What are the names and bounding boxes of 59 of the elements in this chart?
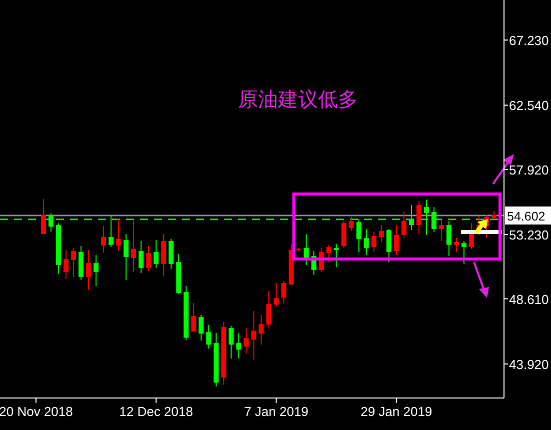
candlestick [348, 216, 354, 232]
candlestick [326, 244, 332, 262]
candlestick [138, 240, 144, 274]
candlestick [124, 234, 129, 281]
candlestick [401, 210, 406, 238]
candlestick [431, 206, 436, 232]
candlestick [378, 224, 384, 242]
candlestick [258, 314, 264, 346]
candlestick [71, 248, 76, 278]
candlestick [266, 290, 272, 328]
candlestick [274, 282, 279, 308]
candlestick [251, 310, 256, 360]
candlestick [244, 327, 249, 354]
candlestick [386, 228, 392, 262]
candlestick [371, 231, 376, 252]
candlestick [86, 250, 92, 290]
candlestick [461, 240, 466, 264]
candlestick [446, 220, 452, 256]
candlestick [438, 219, 444, 242]
candlestick [191, 302, 196, 332]
candlestick [154, 239, 159, 268]
y-tick-label: 67.230 [509, 33, 549, 48]
x-tick-label: 7 Jan 2019 [244, 404, 308, 419]
candlestick [408, 204, 414, 230]
candlestick [101, 225, 106, 254]
candlestick [116, 218, 122, 252]
x-tick-label: 29 Jan 2019 [360, 404, 432, 419]
candlestick [364, 228, 369, 256]
candlestick [206, 324, 212, 350]
candlestick [146, 245, 152, 272]
candlestick [341, 220, 346, 248]
candlestick [394, 224, 399, 256]
candlestick [416, 200, 422, 235]
candlestick [168, 238, 174, 270]
candlestick [281, 280, 286, 304]
y-tick-label: 53.230 [509, 228, 549, 243]
candlestick [198, 314, 204, 342]
candlestick [94, 254, 99, 286]
candlestick [41, 198, 46, 235]
ref-line-label: 54.602 [507, 210, 546, 224]
candlestick [454, 237, 459, 252]
candlestick [48, 212, 54, 232]
y-tick-label: 48.610 [509, 292, 549, 307]
candlestick [304, 234, 309, 266]
annotation: 原油建议低多 [238, 87, 358, 111]
candlestick [131, 220, 136, 272]
candlestick [64, 250, 69, 280]
x-tick-label: 12 Dec 2018 [119, 404, 193, 419]
candlestick [236, 332, 242, 360]
y-tick-label: 43.920 [509, 356, 549, 372]
candlestick [356, 218, 362, 252]
x-tick-label: 20 Nov 2018 [0, 404, 73, 419]
y-tick-label: 57.920 [509, 162, 549, 178]
candlestick [161, 234, 166, 276]
candlestick [228, 325, 234, 360]
y-tick-label: 62.540 [509, 98, 549, 114]
candlestick [108, 215, 114, 248]
candlestick [334, 243, 339, 268]
candlestick [424, 199, 429, 236]
